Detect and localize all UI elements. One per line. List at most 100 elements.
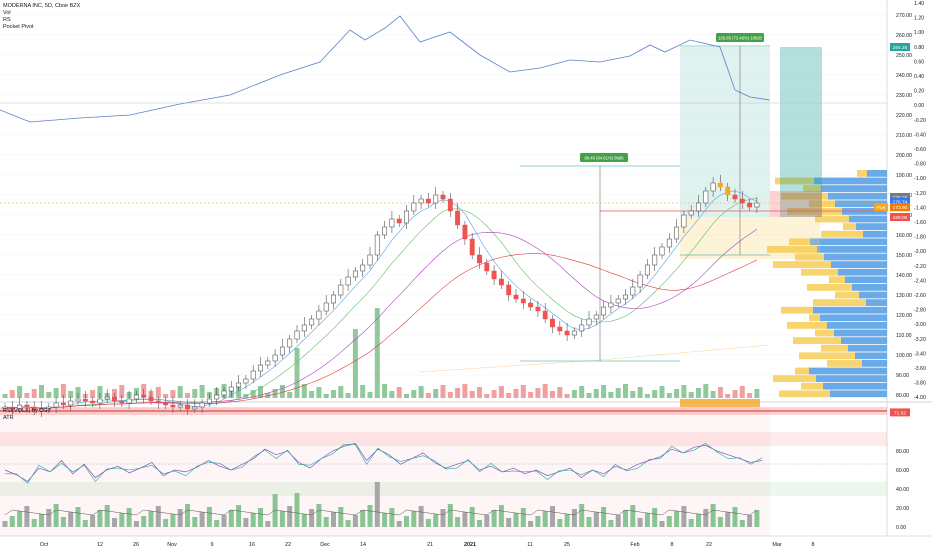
volume-bar: [513, 389, 519, 398]
measure-label-box: [580, 153, 628, 162]
rs-tick-label: -3.80: [914, 381, 926, 387]
histogram-bar: [564, 514, 570, 527]
candle-body: [258, 364, 263, 372]
candle-body: [564, 330, 570, 336]
candle-body: [265, 360, 271, 366]
symbol-title[interactable]: MODERNA INC, 5D, Cboe BZX: [3, 3, 81, 9]
histogram-bar: [396, 521, 402, 527]
histogram-bar: [447, 504, 453, 527]
volume-profile-bar: [824, 253, 887, 261]
price-tick-label: 200.00: [896, 153, 912, 159]
volume-bar: [411, 390, 417, 398]
volume-bar: [294, 348, 300, 398]
candle-body: [228, 386, 234, 392]
volume-profile-bar: [807, 284, 852, 291]
candle-body: [46, 406, 52, 410]
volume-bar: [404, 394, 409, 398]
candle-body: [374, 234, 380, 256]
indicator-atr[interactable]: ATR: [3, 415, 14, 421]
volume-bar: [484, 394, 490, 398]
volume-bar: [309, 391, 315, 398]
volume-bar: [608, 392, 614, 398]
rs-tick-label: -4.00: [914, 395, 926, 401]
volume-bar: [725, 394, 731, 398]
candle-body: [352, 270, 358, 278]
price-tag: [890, 203, 910, 212]
histogram-bar: [119, 513, 125, 527]
indicator-pocket-pivot[interactable]: Pocket Pivot: [3, 24, 34, 30]
rs-tick-label: -3.20: [914, 337, 926, 343]
price-tag-label: 71.32: [894, 410, 906, 416]
candle-body: [608, 302, 614, 308]
histogram-bar: [542, 511, 548, 527]
lower-tick-label: 60.00: [896, 468, 909, 474]
histogram-bar: [316, 504, 322, 527]
price-tag: [890, 197, 910, 206]
candle-body: [455, 210, 461, 226]
volume-profile-bar: [855, 352, 887, 360]
rs-tick-label: -0.20: [914, 118, 926, 124]
histogram-bar: [46, 509, 52, 527]
candle-body: [236, 382, 242, 388]
histogram-bar: [674, 511, 680, 527]
candle-body: [367, 254, 373, 266]
candle-body: [498, 278, 504, 286]
candle-body: [301, 324, 307, 332]
histogram-bar: [528, 521, 534, 527]
candle-body: [279, 346, 285, 356]
candle-body: [550, 318, 555, 328]
volume-bar: [163, 394, 169, 398]
histogram-bar: [513, 513, 519, 527]
candle-body: [243, 378, 249, 384]
histogram-bar: [484, 515, 490, 527]
candle-body: [717, 182, 723, 188]
time-tick-label: Dec: [320, 542, 330, 548]
price-tag-label: Pos: [877, 205, 886, 211]
candle-body: [133, 394, 139, 400]
histogram-bar: [301, 514, 307, 527]
volume-bar: [717, 387, 723, 398]
volume-profile-bar: [795, 367, 809, 375]
volume-bar: [703, 384, 709, 398]
rs-tick-label: -1.80: [914, 235, 926, 241]
volume-bar: [345, 393, 351, 398]
candle-body: [126, 398, 132, 404]
volume-bar: [75, 387, 81, 398]
histogram-bar: [192, 517, 198, 527]
volume-bar: [39, 385, 44, 398]
volume-bar: [644, 394, 650, 398]
candle-body: [601, 306, 607, 316]
histogram-bar: [272, 494, 278, 527]
volume-bar: [630, 391, 636, 398]
volume-bar: [506, 393, 512, 398]
volume-bar: [425, 393, 431, 398]
price-tick-label: 150.00: [896, 253, 912, 259]
indicator-vol[interactable]: Vol: [3, 10, 11, 16]
volume-bar: [447, 392, 453, 398]
indicator-rs[interactable]: RS: [3, 17, 11, 23]
volume-bar: [279, 385, 285, 398]
candle-body: [39, 408, 44, 412]
histogram-bar: [24, 506, 30, 527]
volume-bar: [199, 385, 205, 398]
candle-body: [615, 298, 621, 304]
candle-body: [170, 404, 176, 408]
volume-bar: [9, 390, 15, 398]
histogram-bar: [703, 509, 709, 527]
histogram-bar: [177, 509, 183, 527]
histogram-bar: [148, 511, 154, 527]
histogram-bar: [155, 506, 161, 527]
indicator-rsi-volx[interactable]: RSI(VOLX) by DGT: [3, 408, 51, 414]
candle-body: [462, 224, 468, 240]
volume-profile-bar: [829, 276, 845, 284]
candle-body: [97, 398, 103, 404]
candle-body: [732, 194, 738, 200]
histogram-bar: [579, 504, 585, 527]
candle-body: [630, 286, 636, 296]
histogram-bar: [214, 520, 220, 527]
rs-tick-label: 1.40: [914, 1, 924, 7]
histogram-bar: [294, 493, 300, 527]
histogram-bar: [265, 521, 271, 527]
position-profit-zone: [680, 47, 770, 217]
